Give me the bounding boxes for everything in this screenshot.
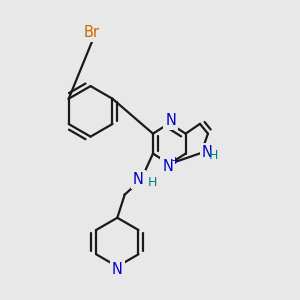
Text: N: N xyxy=(202,145,212,160)
Text: N: N xyxy=(165,113,176,128)
Text: H: H xyxy=(148,176,157,189)
Text: N: N xyxy=(133,172,143,187)
Text: H: H xyxy=(209,149,218,162)
Text: +: + xyxy=(171,156,181,166)
Text: N: N xyxy=(162,159,173,174)
Text: N: N xyxy=(112,262,123,277)
Text: Br: Br xyxy=(84,25,100,40)
